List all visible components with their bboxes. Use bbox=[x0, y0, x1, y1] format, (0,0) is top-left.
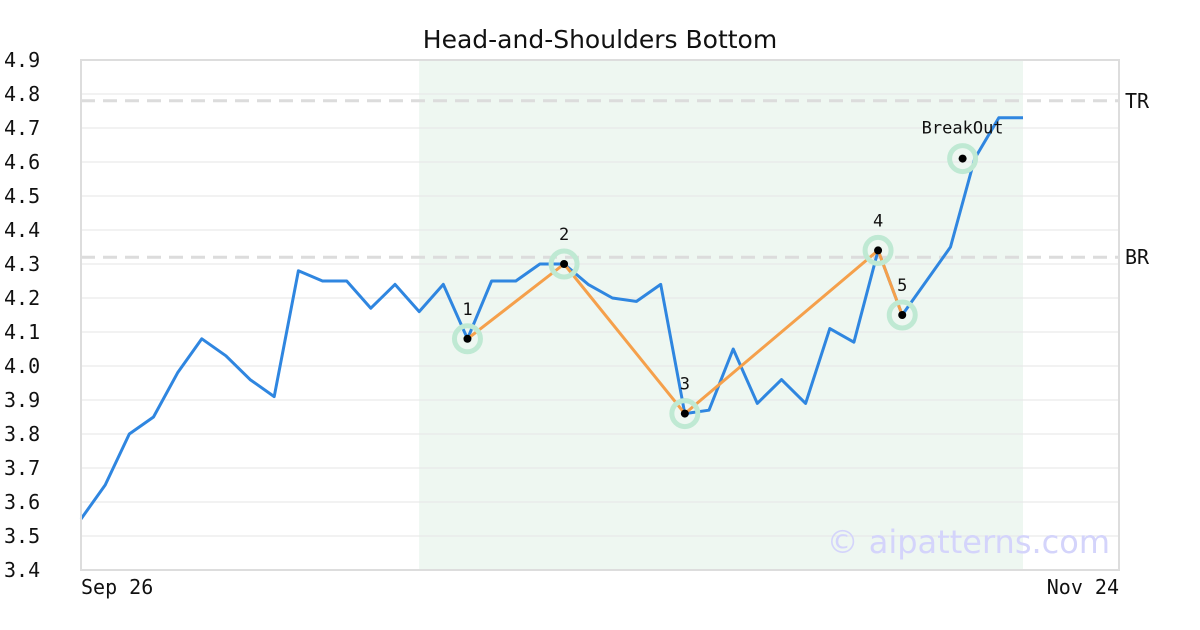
pattern-region-fill bbox=[419, 60, 1024, 570]
y-tick-label: 3.8 bbox=[4, 422, 40, 446]
pattern-point-halo bbox=[862, 234, 894, 266]
y-tick-label: 4.6 bbox=[4, 150, 40, 174]
y-axis: 3.4 3.5 3.6 3.7 3.8 3.9 4.0 4.1 4.2 4.3 4.4 4.5 4.6 4… bbox=[4, 48, 40, 582]
pattern-point-dot bbox=[874, 246, 883, 255]
breakout-point-dot bbox=[958, 154, 967, 163]
pattern-point-label: 3 bbox=[680, 375, 690, 395]
breakout-point-halo bbox=[947, 143, 979, 175]
pattern-point-dot bbox=[463, 334, 472, 343]
pattern-point-dot bbox=[560, 260, 569, 268]
y-tick-label: 4.1 bbox=[4, 320, 40, 344]
y-tick-label: 3.6 bbox=[4, 490, 40, 514]
pattern-point-label: 5 bbox=[897, 276, 907, 296]
y-tick-label: 4.4 bbox=[4, 218, 40, 242]
pattern-point-label: 4 bbox=[873, 211, 883, 231]
x-tick-label: Nov 24 bbox=[1047, 575, 1119, 599]
x-tick-label: Sep 26 bbox=[81, 575, 153, 599]
y-tick-label: 3.4 bbox=[4, 558, 40, 582]
pattern-point-halo bbox=[451, 323, 483, 355]
reference-line-label: BR bbox=[1125, 245, 1150, 269]
pattern-point-label: 1 bbox=[462, 300, 472, 320]
plot-frame bbox=[80, 59, 1120, 571]
y-tick-label: 4.2 bbox=[4, 286, 40, 310]
y-tick-label: 4.8 bbox=[4, 82, 40, 106]
y-tick-label: 3.7 bbox=[4, 456, 40, 480]
reference-line-label: TR bbox=[1125, 89, 1150, 113]
pattern-region bbox=[419, 60, 1024, 570]
x-axis: Sep 26 Nov 24 bbox=[81, 575, 1119, 599]
y-tick-label: 4.3 bbox=[4, 252, 40, 276]
y-tick-label: 4.7 bbox=[4, 116, 40, 140]
chart-title: Head-and-Shoulders Bottom bbox=[423, 25, 777, 54]
pattern-point-halo bbox=[548, 248, 580, 280]
breakout-label: BreakOut bbox=[922, 119, 1004, 139]
pattern-point-label: 2 bbox=[559, 225, 569, 245]
pattern-point-halo bbox=[886, 299, 918, 331]
pattern-point-dot bbox=[680, 409, 689, 418]
y-tick-label: 4.5 bbox=[4, 184, 40, 208]
y-tick-label: 4.0 bbox=[4, 354, 40, 378]
pattern-point-dot bbox=[898, 311, 907, 319]
reference-lines: TR BR bbox=[81, 89, 1150, 269]
y-tick-label: 3.5 bbox=[4, 524, 40, 548]
pattern-points: 1 2 3 4 5 BreakOut bbox=[451, 119, 1004, 430]
pattern-point-halo bbox=[669, 398, 701, 430]
gridlines bbox=[81, 59, 1119, 571]
y-tick-label: 3.9 bbox=[4, 388, 40, 412]
y-tick-label: 4.9 bbox=[4, 48, 40, 72]
watermark: © aipatterns.com bbox=[827, 523, 1110, 561]
